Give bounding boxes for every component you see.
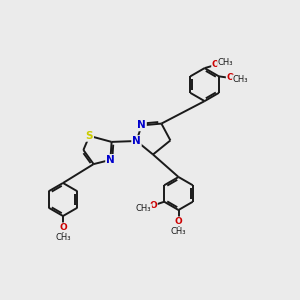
Text: N: N [137,120,146,130]
Text: N: N [106,155,115,165]
Text: CH₃: CH₃ [232,75,248,84]
Text: CH₃: CH₃ [136,204,152,213]
Text: O: O [175,217,182,226]
Text: CH₃: CH₃ [171,227,186,236]
Text: N: N [132,136,141,146]
Text: CH₃: CH₃ [55,233,71,242]
Text: CH₃: CH₃ [218,58,233,67]
Text: O: O [149,201,157,210]
Text: O: O [226,74,234,82]
Text: S: S [86,131,93,141]
Text: O: O [59,223,67,232]
Text: O: O [212,61,219,70]
